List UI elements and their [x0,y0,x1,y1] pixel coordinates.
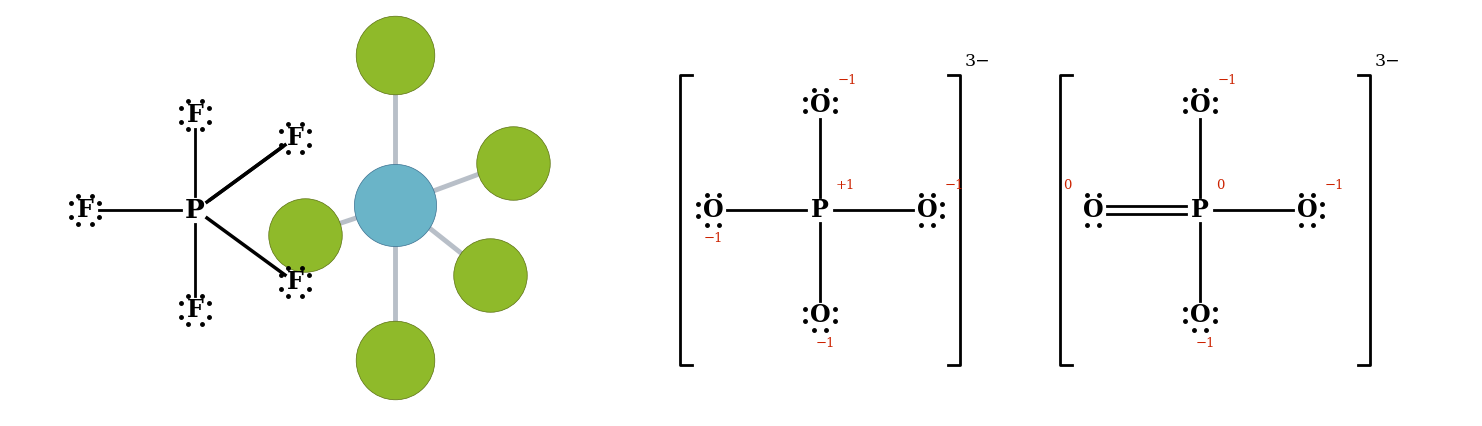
Text: F: F [187,103,203,127]
Text: F: F [77,198,93,222]
Point [293,232,317,239]
Text: O: O [1190,93,1211,117]
Text: F: F [286,270,304,294]
Text: O: O [809,303,830,327]
Text: O: O [917,198,937,222]
Text: P: P [185,198,205,222]
Text: −1: −1 [946,179,965,192]
Text: 0: 0 [1063,179,1071,192]
Text: −1: −1 [1325,179,1344,192]
Text: −1: −1 [704,232,723,245]
Text: P: P [1192,198,1209,222]
Text: O: O [1190,303,1211,327]
Point [384,357,408,363]
Text: −1: −1 [837,74,858,87]
Text: O: O [809,93,830,117]
Text: O: O [702,198,723,222]
Text: 3−: 3− [965,53,990,70]
Text: 0: 0 [1217,179,1224,192]
Point [384,52,408,58]
Text: +1: +1 [836,179,855,192]
Text: O: O [1297,198,1317,222]
Text: 3−: 3− [1375,53,1400,70]
Text: −1: −1 [815,337,834,350]
Text: F: F [286,126,304,150]
Point [384,201,408,208]
Text: F: F [187,298,203,322]
Point [501,160,525,167]
Text: −1: −1 [1218,74,1237,87]
Point [479,272,502,279]
Text: P: P [811,198,828,222]
Text: −1: −1 [1196,337,1215,350]
Text: O: O [1083,198,1103,222]
